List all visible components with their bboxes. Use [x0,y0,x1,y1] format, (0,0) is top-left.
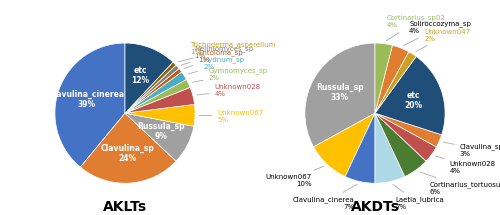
Wedge shape [80,113,176,183]
Text: etc
20%: etc 20% [404,91,422,110]
Text: Meliniomyces_sp
1%: Meliniomyces_sp 1% [182,45,254,65]
Text: Unknown028
4%: Unknown028 4% [197,84,260,97]
Wedge shape [55,43,125,167]
Wedge shape [375,52,416,113]
Text: Hydnum_sp
2%: Hydnum_sp 2% [188,57,244,74]
Wedge shape [125,113,194,161]
Text: Soliroccozyma_sp
4%: Soliroccozyma_sp 4% [404,20,471,45]
Text: Unknown028
4%: Unknown028 4% [436,156,496,174]
Wedge shape [375,57,445,135]
Wedge shape [345,113,375,183]
Text: Laetia_lubrica
7%: Laetia_lubrica 7% [393,184,444,210]
Wedge shape [375,43,392,113]
Text: Clavulina_cinerea
39%: Clavulina_cinerea 39% [48,90,125,109]
Wedge shape [375,113,436,161]
Text: Entoloma_sp
1%: Entoloma_sp 1% [184,50,242,68]
Text: Russula_sp
9%: Russula_sp 9% [138,122,185,141]
Wedge shape [125,87,194,113]
Text: Unknown067
10%: Unknown067 10% [266,166,324,187]
Wedge shape [125,43,173,113]
Text: Clavulina_sp
3%: Clavulina_sp 3% [444,142,500,157]
Title: AKLTs: AKLTs [103,200,147,214]
Text: Clavulina_cinerea
7%: Clavulina_cinerea 7% [293,184,357,210]
Title: AKDTs: AKDTs [350,200,400,214]
Text: Trichoderma_asperellum
1%: Trichoderma_asperellum 1% [178,41,276,62]
Text: Unknown047
2%: Unknown047 2% [416,29,470,52]
Text: Clavulina_sp
24%: Clavulina_sp 24% [100,144,154,163]
Wedge shape [125,65,179,113]
Wedge shape [305,43,375,147]
Wedge shape [125,72,186,113]
Text: Gymnomyces_sp
2%: Gymnomyces_sp 2% [192,67,268,82]
Text: Cortinarius_tortuosus
6%: Cortinarius_tortuosus 6% [420,172,500,195]
Text: Russula_sp
33%: Russula_sp 33% [316,83,364,102]
Wedge shape [314,113,375,177]
Wedge shape [125,69,182,113]
Text: Unknown067
5%: Unknown067 5% [199,110,264,123]
Wedge shape [375,113,405,183]
Wedge shape [125,62,176,113]
Wedge shape [125,104,195,126]
Wedge shape [125,79,190,113]
Text: etc
12%: etc 12% [131,66,149,85]
Wedge shape [375,113,442,147]
Wedge shape [375,113,426,177]
Text: Cortinarius_sp02
4%: Cortinarius_sp02 4% [386,14,446,41]
Wedge shape [375,45,409,113]
